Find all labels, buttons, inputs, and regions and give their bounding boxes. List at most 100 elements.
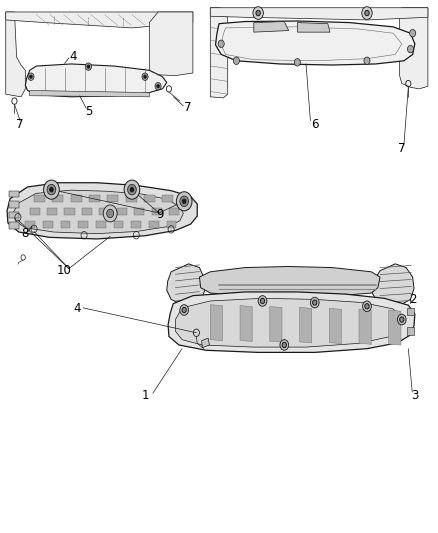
Polygon shape — [152, 208, 162, 215]
Polygon shape — [6, 12, 193, 28]
Polygon shape — [149, 12, 193, 76]
Polygon shape — [71, 195, 81, 202]
Polygon shape — [372, 264, 414, 306]
Polygon shape — [34, 195, 45, 202]
Polygon shape — [199, 266, 380, 298]
Polygon shape — [89, 195, 100, 202]
Ellipse shape — [168, 208, 183, 219]
Circle shape — [103, 205, 117, 222]
Polygon shape — [359, 309, 371, 344]
Circle shape — [362, 7, 372, 19]
Polygon shape — [6, 12, 25, 97]
Text: 10: 10 — [57, 264, 72, 277]
Polygon shape — [9, 201, 19, 208]
Circle shape — [124, 180, 140, 199]
Polygon shape — [131, 221, 141, 228]
Polygon shape — [117, 208, 127, 215]
Text: 4: 4 — [70, 50, 77, 62]
Circle shape — [365, 304, 369, 309]
Circle shape — [144, 75, 146, 78]
Circle shape — [85, 63, 92, 70]
Polygon shape — [297, 22, 330, 32]
Circle shape — [282, 342, 286, 348]
Circle shape — [44, 180, 59, 199]
Polygon shape — [215, 21, 415, 65]
Polygon shape — [210, 8, 428, 20]
Text: 6: 6 — [311, 118, 318, 131]
Polygon shape — [30, 208, 40, 215]
Polygon shape — [162, 195, 173, 202]
Text: 8: 8 — [21, 227, 29, 240]
Polygon shape — [169, 208, 179, 215]
Polygon shape — [254, 21, 289, 32]
Polygon shape — [407, 327, 414, 335]
Circle shape — [256, 11, 260, 15]
Polygon shape — [9, 191, 19, 197]
Circle shape — [365, 11, 369, 15]
Circle shape — [407, 45, 413, 53]
Polygon shape — [9, 222, 19, 229]
Polygon shape — [270, 306, 282, 342]
Circle shape — [87, 65, 90, 68]
Polygon shape — [407, 308, 414, 316]
Circle shape — [107, 209, 114, 217]
Polygon shape — [25, 64, 167, 97]
Polygon shape — [176, 298, 401, 347]
Circle shape — [294, 59, 300, 66]
Circle shape — [30, 75, 32, 78]
Circle shape — [28, 73, 34, 80]
Circle shape — [180, 196, 188, 207]
Polygon shape — [43, 221, 53, 228]
Polygon shape — [9, 212, 19, 218]
Polygon shape — [14, 190, 184, 233]
Polygon shape — [144, 195, 155, 202]
Polygon shape — [167, 221, 177, 228]
Circle shape — [313, 300, 317, 305]
Polygon shape — [114, 221, 124, 228]
Polygon shape — [82, 208, 92, 215]
Polygon shape — [61, 221, 70, 228]
Circle shape — [157, 85, 159, 88]
Circle shape — [399, 317, 404, 322]
Text: 4: 4 — [74, 302, 81, 316]
Circle shape — [253, 7, 263, 19]
Polygon shape — [210, 305, 223, 341]
Circle shape — [177, 192, 192, 211]
Circle shape — [410, 29, 416, 37]
Text: 5: 5 — [85, 105, 92, 118]
Polygon shape — [201, 338, 209, 348]
Polygon shape — [99, 208, 110, 215]
Polygon shape — [53, 195, 63, 202]
Circle shape — [183, 199, 186, 204]
Ellipse shape — [370, 325, 390, 337]
Polygon shape — [300, 308, 312, 343]
Text: 9: 9 — [156, 208, 164, 221]
Text: 7: 7 — [16, 118, 24, 131]
Text: 7: 7 — [398, 142, 406, 155]
Circle shape — [155, 83, 161, 90]
Polygon shape — [389, 310, 401, 345]
Circle shape — [260, 298, 265, 304]
Circle shape — [258, 296, 267, 306]
Polygon shape — [25, 221, 35, 228]
Circle shape — [47, 184, 56, 195]
Polygon shape — [167, 264, 206, 304]
Circle shape — [218, 40, 224, 47]
Polygon shape — [96, 221, 106, 228]
Circle shape — [49, 188, 53, 192]
Circle shape — [233, 57, 240, 64]
Polygon shape — [134, 208, 144, 215]
Polygon shape — [149, 221, 159, 228]
Circle shape — [182, 308, 186, 313]
Circle shape — [280, 340, 289, 350]
Polygon shape — [210, 8, 228, 98]
Circle shape — [311, 297, 319, 308]
Polygon shape — [126, 195, 137, 202]
Circle shape — [364, 57, 370, 64]
Polygon shape — [78, 221, 88, 228]
Circle shape — [130, 188, 134, 192]
Circle shape — [142, 73, 148, 80]
Text: 3: 3 — [411, 390, 419, 402]
Polygon shape — [47, 208, 57, 215]
Polygon shape — [7, 183, 197, 239]
